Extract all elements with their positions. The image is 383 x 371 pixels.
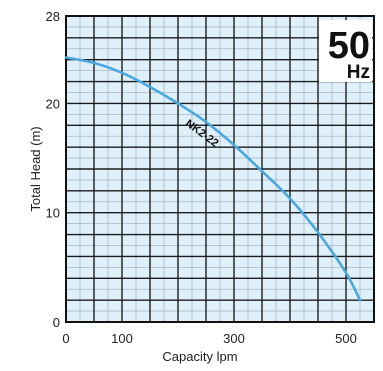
x-tick-labels: 0 100 300 500 <box>62 331 356 346</box>
x-tick-label: 500 <box>335 331 357 346</box>
x-tick-label: 100 <box>111 331 133 346</box>
frequency-unit: Hz <box>347 62 370 83</box>
x-tick-label: 300 <box>223 331 245 346</box>
series-line-nk2-22 <box>64 56 362 302</box>
frequency-badge-background <box>319 20 372 82</box>
y-tick-label: 0 <box>53 315 60 330</box>
x-tick-label: 0 <box>62 331 69 346</box>
plot-frame <box>65 15 375 323</box>
y-axis-label: Total Head (m) <box>28 126 43 211</box>
y-tick-label: 28 <box>46 9 60 24</box>
frequency-value: 50 <box>328 25 370 67</box>
y-tick-labels: 0 10 20 28 <box>46 9 60 330</box>
x-axis-label: Capacity lpm <box>162 349 237 364</box>
y-tick-label: 10 <box>46 206 60 221</box>
y-tick-label: 20 <box>46 96 60 111</box>
frequency-badge: 50 Hz <box>319 20 372 83</box>
